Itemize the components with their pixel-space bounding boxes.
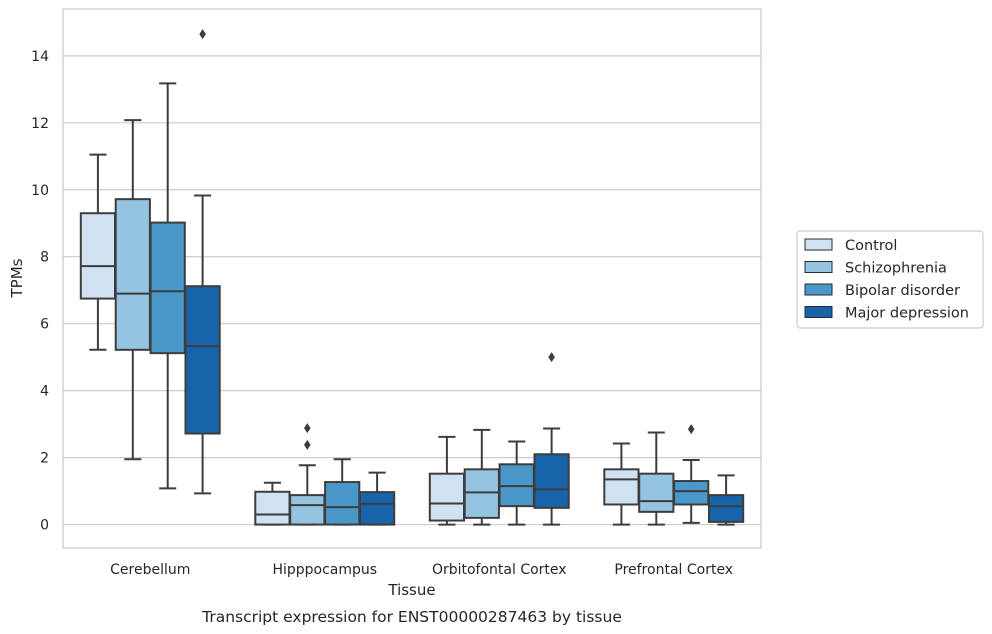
y-tick-labels: 0 2 4 6 8 10 12 14 [31,49,49,534]
iqr-box [463,468,500,519]
legend-swatch [804,261,833,273]
box-control-1 [254,481,291,526]
legend-label: Control [845,238,897,254]
outlier-marker [304,423,311,434]
boxes [79,29,745,526]
iqr-box [673,480,710,506]
iqr-box [603,468,640,506]
x-axis-label: Tissue [387,581,435,599]
legend: Control Schizophrenia Bipolar disorder Majo… [796,230,984,329]
legend-label: Major depression [845,306,969,322]
box-major-depression-3 [707,474,745,526]
box-control-0 [79,153,117,351]
box-bipolar-disorder-0 [149,82,186,490]
plot-frame [62,8,762,549]
y-tick-label: 10 [31,183,49,199]
y-tick-label: 4 [40,384,49,400]
outlier-marker [304,439,311,450]
y-tick-label: 6 [40,317,49,333]
box-control-2 [428,435,466,526]
iqr-box [114,198,151,351]
box-schizophrenia-0 [114,119,151,461]
x-tick-label: Orbitofontal Cortex [432,562,567,578]
y-tick-label: 8 [40,250,49,266]
iqr-box [533,453,570,509]
iqr-box [324,481,361,526]
legend-swatch [804,238,833,251]
y-tick-label: 0 [40,518,49,534]
iqr-box [79,212,117,300]
legend-label: Schizophrenia [845,261,947,277]
x-tick-label: Hipppocampus [272,562,377,578]
iqr-box [149,221,186,355]
x-tick-label: Prefrontal Cortex [614,562,733,578]
box-major-depression-2 [533,352,570,526]
legend-swatch [804,283,833,296]
y-tick-label: 12 [31,116,49,132]
outlier-marker [548,352,555,363]
chart-caption: Transcript expression for ENST0000028746… [201,608,622,626]
box-control-3 [603,442,640,526]
box-bipolar-disorder-1 [324,458,361,526]
legend-label: Bipolar disorder [845,283,960,299]
iqr-box [638,472,675,513]
box-major-depression-1 [358,471,396,526]
legend-frame [796,230,984,329]
iqr-box [289,494,326,526]
iqr-box [184,285,221,435]
outlier-marker [687,424,695,435]
box-schizophrenia-3 [638,431,675,526]
x-tick-label: Cerebellum [110,562,190,578]
y-tick-label: 2 [40,451,49,467]
box-major-depression-0 [184,29,221,495]
iqr-box [707,494,745,523]
outlier-marker [199,29,206,40]
y-tick-label: 14 [31,49,49,65]
y-axis-label: TPMs [8,258,26,298]
legend-swatch [804,306,833,318]
box-bipolar-disorder-3 [673,424,710,524]
x-tick-labels: Cerebellum Hipppocampus Orbitofontal Corte… [110,562,733,578]
iqr-box [428,472,466,522]
iqr-box [358,491,396,526]
iqr-box [254,490,291,526]
